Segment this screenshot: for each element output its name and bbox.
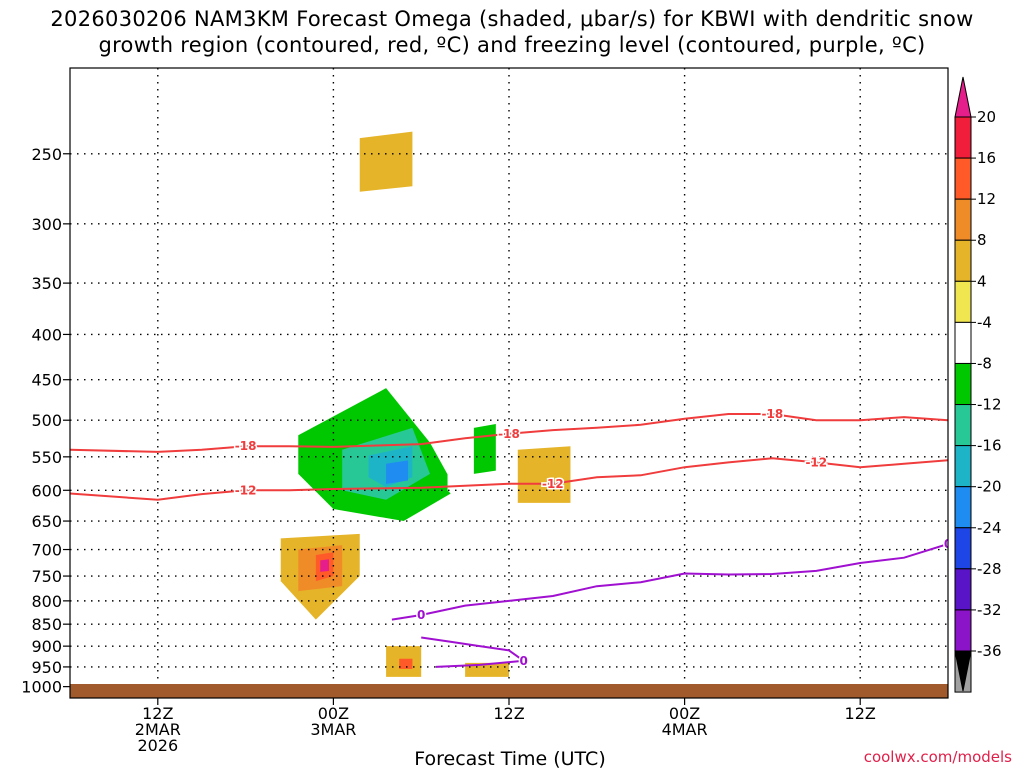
colorbar-swatch <box>954 404 972 447</box>
contour-label: -12 <box>542 477 564 491</box>
contour-label: 0 <box>944 537 952 551</box>
colorbar-label: -8 <box>977 354 992 372</box>
y-tick-label: 650 <box>31 512 62 531</box>
plot-area: -12 -12 -12 -18 -18 -18 0 0 0 <box>70 68 952 698</box>
colorbar-label: 4 <box>977 272 987 290</box>
x-tick-label: 4MAR <box>662 720 708 739</box>
x-tick-label: 12Z <box>845 704 876 723</box>
y-tick-label: 500 <box>31 411 62 430</box>
omega-region <box>500 334 553 497</box>
y-tick-label: 1000 <box>21 678 62 697</box>
omega-region <box>473 424 496 474</box>
y-tick-label: 450 <box>31 371 62 390</box>
colorbar-label: -4 <box>977 313 992 331</box>
omega-region <box>517 446 571 503</box>
colorbar-label: -20 <box>977 478 1002 496</box>
title-line-2: growth region (contoured, red, ºC) and f… <box>98 33 925 57</box>
x-tick-label: 12Z <box>493 704 524 723</box>
colorbar-swatch <box>954 280 972 323</box>
credit-text: coolwx.com/models <box>864 748 1012 766</box>
omega-shading <box>70 131 571 677</box>
colorbar-extend-top <box>954 76 972 118</box>
contour-label: 0 <box>417 608 425 622</box>
colorbar-swatch <box>954 362 972 406</box>
title-line-1: 2026030206 NAM3KM Forecast Omega (shaded… <box>50 7 973 31</box>
contour-label: -18 <box>235 439 257 453</box>
gridlines <box>70 68 948 698</box>
y-tick-label: 250 <box>31 145 62 164</box>
y-tick-label: 300 <box>31 215 62 234</box>
contour-label: -18 <box>762 407 784 421</box>
colorbar-swatch <box>954 486 972 529</box>
y-tick-label: 850 <box>31 615 62 634</box>
omega-region <box>386 460 409 484</box>
omega-region <box>465 565 509 587</box>
freezing-level-contour-low <box>421 636 527 668</box>
colorbar-swatch <box>954 527 972 570</box>
y-tick-label: 350 <box>31 274 62 293</box>
pressure-axis: 250 300 350 400 450 500 550 600 650 700 750 800 850 9… <box>21 145 70 697</box>
contour-label: -12 <box>805 455 827 469</box>
x-tick-label: 2026 <box>137 736 178 755</box>
contour-label: -18 <box>498 427 520 441</box>
x-tick-label: 2MAR <box>135 720 181 739</box>
x-tick-label: 3MAR <box>310 720 356 739</box>
colorbar-swatch <box>954 239 972 282</box>
colorbar-label: 8 <box>977 231 987 249</box>
y-tick-label: 950 <box>31 658 62 677</box>
colorbar-label: 20 <box>977 108 996 126</box>
colorbar-swatch <box>954 445 972 488</box>
chart-title: 2026030206 NAM3KM Forecast Omega (shaded… <box>50 7 973 57</box>
omega-region <box>377 596 404 616</box>
y-tick-label: 700 <box>31 541 62 560</box>
colorbar-label: -32 <box>977 601 1002 619</box>
contour-minus18 <box>70 413 948 453</box>
colorbar-swatch <box>954 321 972 364</box>
omega-region <box>87 668 114 675</box>
colorbar-label: -24 <box>977 519 1002 537</box>
y-tick-label: 600 <box>31 481 62 500</box>
x-tick-label: 00Z <box>318 704 349 723</box>
colorbar-swatch <box>954 609 972 652</box>
x-axis-label: Forecast Time (UTC) <box>414 748 605 768</box>
colorbar-label: 16 <box>977 149 996 167</box>
colorbar: 20 16 12 8 4 -4 -8 -12 -16 -20 -24 -28 -32 -36 <box>954 76 1002 693</box>
colorbar-label: -12 <box>977 396 1002 414</box>
x-tick-label: 00Z <box>669 704 700 723</box>
surface-terrain <box>70 684 948 698</box>
colorbar-swatch <box>954 568 972 611</box>
y-tick-label: 900 <box>31 637 62 656</box>
colorbar-swatch <box>954 157 972 200</box>
freezing-level-contour <box>391 543 948 621</box>
omega-region <box>70 314 88 358</box>
omega-region <box>359 131 413 192</box>
contour-label: 0 <box>519 654 527 668</box>
colorbar-label: -28 <box>977 560 1002 578</box>
y-tick-label: 550 <box>31 448 62 467</box>
contour-minus12 <box>70 457 948 501</box>
colorbar-swatch <box>954 198 972 241</box>
contour-label: -12 <box>235 483 257 497</box>
colorbar-label: 12 <box>977 190 996 208</box>
colorbar-extend-bottom <box>954 650 972 692</box>
y-tick-label: 750 <box>31 567 62 586</box>
omega-region <box>429 158 457 272</box>
omega-region <box>399 658 413 669</box>
y-tick-label: 400 <box>31 325 62 344</box>
omega-region <box>320 559 330 572</box>
colorbar-swatch <box>954 116 972 159</box>
x-tick-label: 12Z <box>142 704 173 723</box>
colorbar-label: -36 <box>977 642 1002 660</box>
contours: -12 -12 -12 -18 -18 -18 0 0 0 <box>70 406 952 669</box>
colorbar-label: -16 <box>977 437 1002 455</box>
y-tick-label: 800 <box>31 592 62 611</box>
